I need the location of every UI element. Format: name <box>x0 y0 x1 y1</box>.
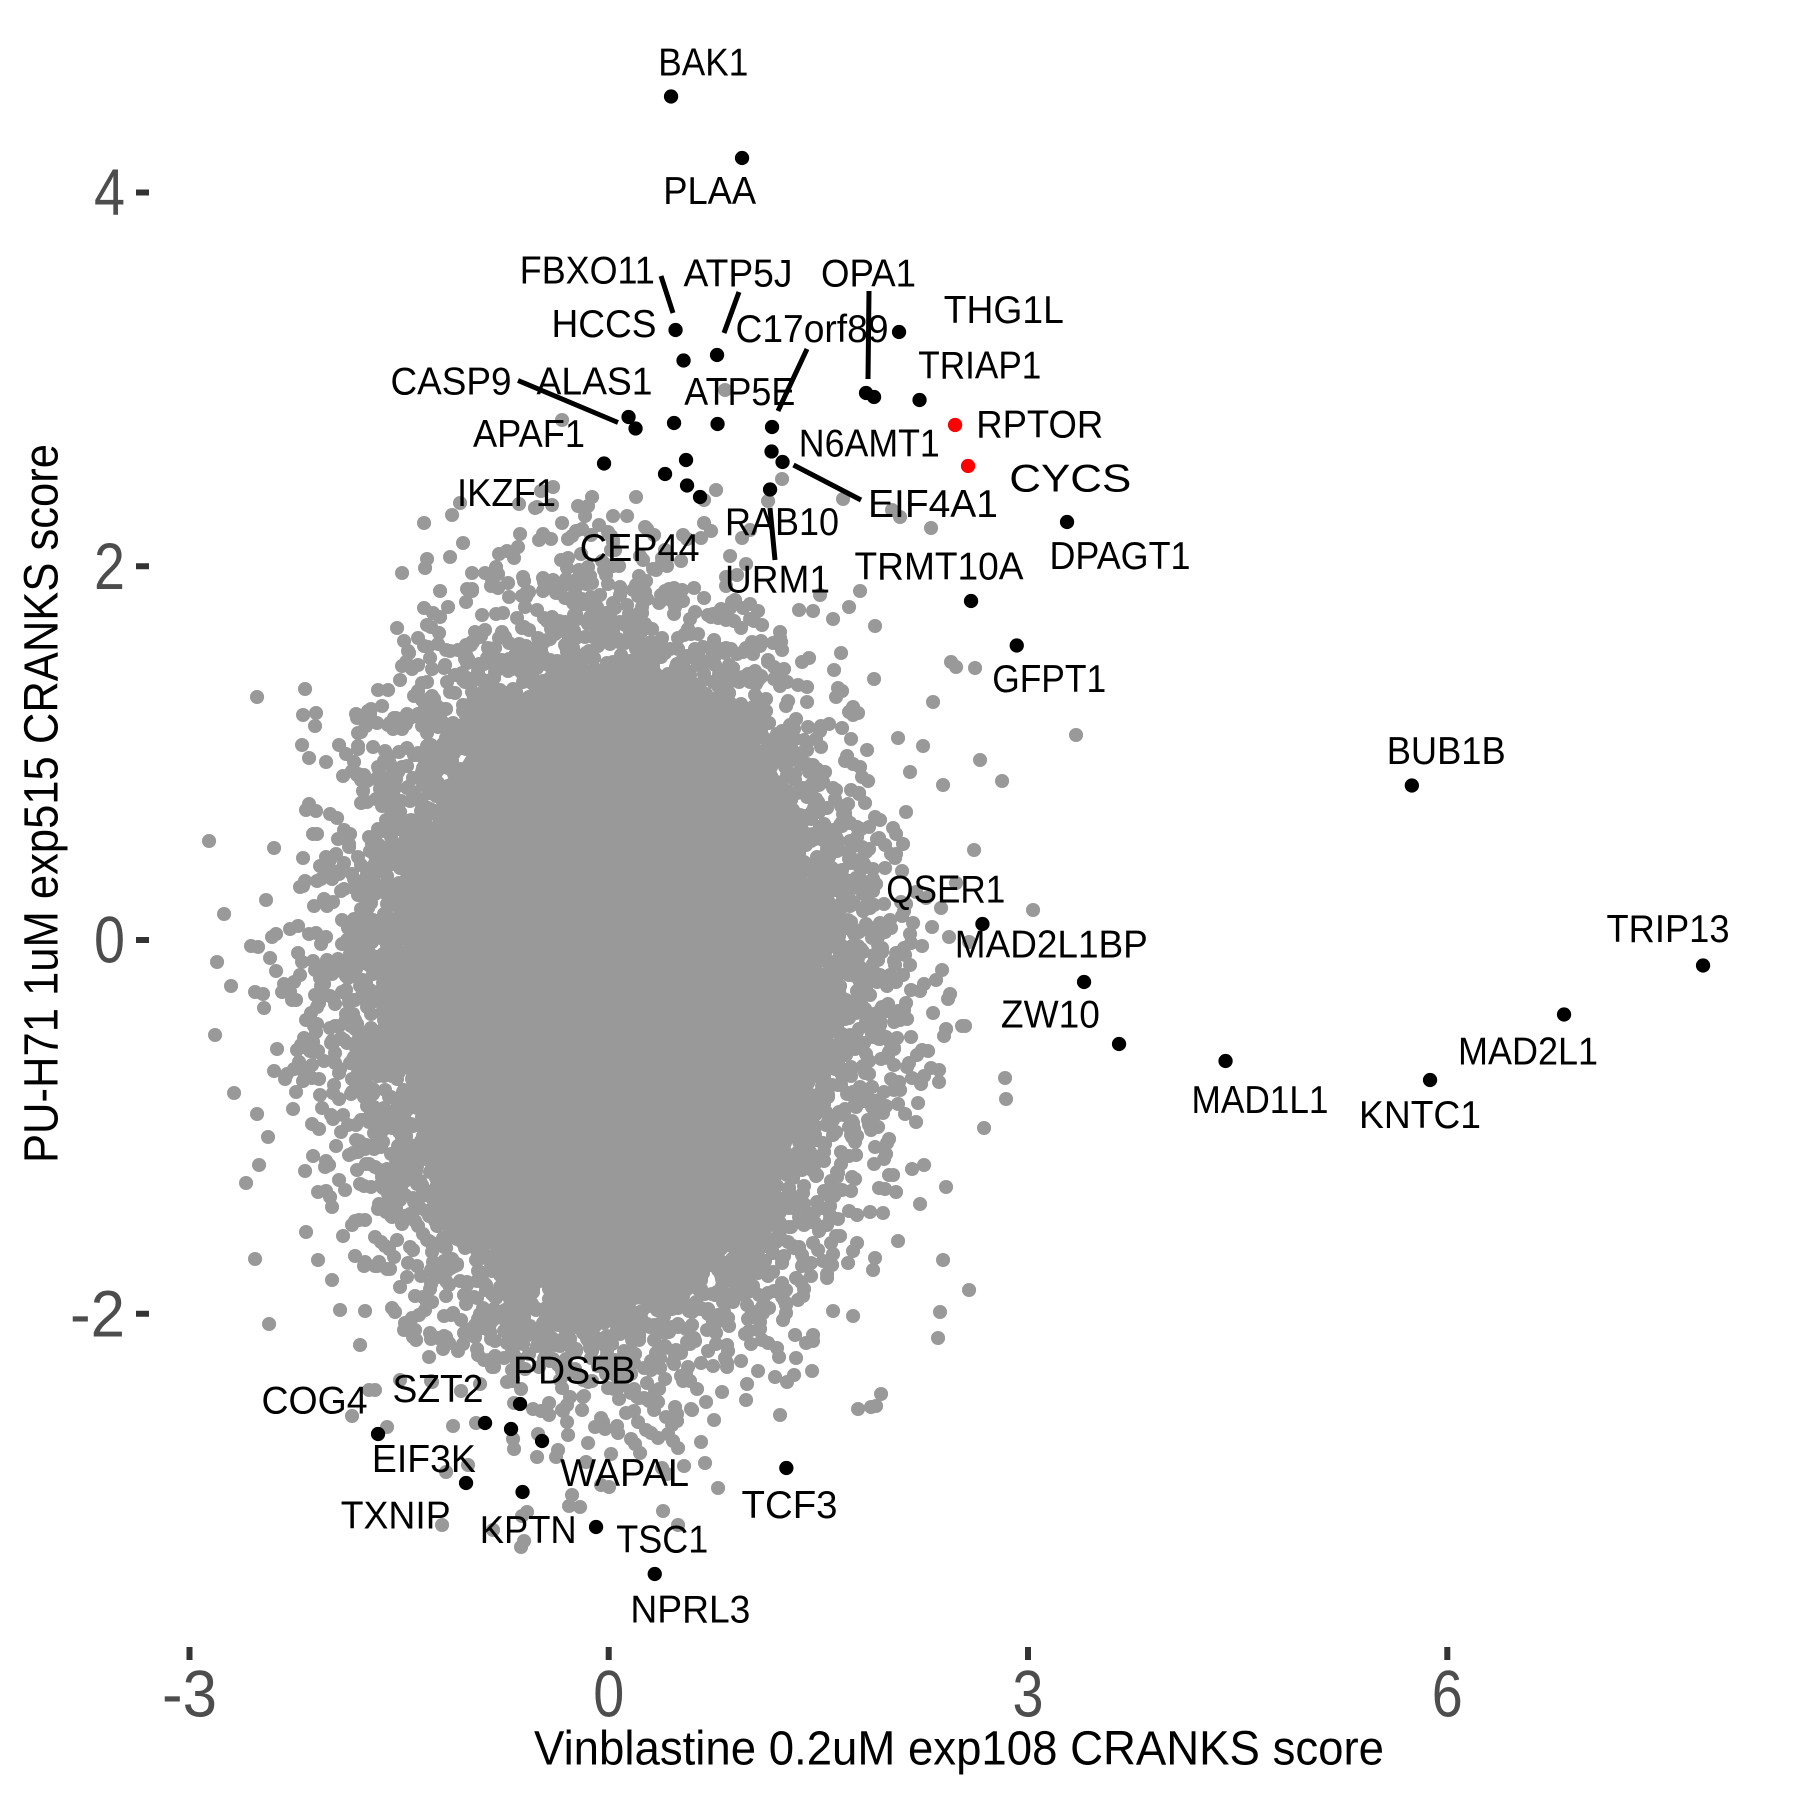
svg-text:MAD2L1BP: MAD2L1BP <box>955 924 1148 967</box>
svg-text:BUB1B: BUB1B <box>1387 730 1506 773</box>
svg-text:EIF4A1: EIF4A1 <box>868 483 998 526</box>
svg-text:2: 2 <box>94 529 125 603</box>
svg-text:TRMT10A: TRMT10A <box>855 546 1024 589</box>
svg-text:ATP5E: ATP5E <box>684 371 795 414</box>
svg-text:IKZF1: IKZF1 <box>457 472 556 515</box>
svg-text:RAB10: RAB10 <box>725 501 839 544</box>
svg-text:PLAA: PLAA <box>663 170 756 213</box>
svg-text:URM1: URM1 <box>725 559 830 602</box>
svg-text:BAK1: BAK1 <box>658 42 748 85</box>
svg-text:TRIAP1: TRIAP1 <box>918 345 1041 388</box>
svg-text:PDS5B: PDS5B <box>513 1349 636 1392</box>
svg-text:TRIP13: TRIP13 <box>1607 908 1730 951</box>
svg-text:TSC1: TSC1 <box>616 1518 708 1561</box>
svg-text:3: 3 <box>1013 1656 1044 1730</box>
svg-text:OPA1: OPA1 <box>821 253 916 296</box>
svg-text:CEP44: CEP44 <box>580 527 700 570</box>
svg-text:CYCS: CYCS <box>1009 458 1131 501</box>
svg-text:NPRL3: NPRL3 <box>630 1589 750 1632</box>
svg-text:MAD2L1: MAD2L1 <box>1458 1031 1598 1074</box>
svg-text:KPTN: KPTN <box>480 1509 577 1552</box>
svg-text:0: 0 <box>94 903 125 977</box>
svg-text:EIF3K: EIF3K <box>372 1438 476 1481</box>
svg-text:PU-H71 1uM exp515 CRANKS score: PU-H71 1uM exp515 CRANKS score <box>16 444 69 1163</box>
svg-text:DPAGT1: DPAGT1 <box>1050 535 1191 578</box>
svg-text:6: 6 <box>1432 1656 1463 1730</box>
svg-text:ZW10: ZW10 <box>1001 994 1100 1037</box>
svg-text:-2: -2 <box>70 1276 125 1350</box>
svg-text:GFPT1: GFPT1 <box>992 658 1106 701</box>
svg-text:KNTC1: KNTC1 <box>1359 1094 1481 1137</box>
svg-text:MAD1L1: MAD1L1 <box>1192 1079 1329 1122</box>
svg-text:N6AMT1: N6AMT1 <box>799 423 940 466</box>
svg-text:THG1L: THG1L <box>944 289 1064 332</box>
svg-text:4: 4 <box>94 155 125 229</box>
svg-text:C17orf89: C17orf89 <box>736 308 889 351</box>
svg-text:ATP5J: ATP5J <box>684 253 793 296</box>
svg-text:SZT2: SZT2 <box>393 1368 484 1411</box>
svg-text:ALAS1: ALAS1 <box>537 361 653 404</box>
svg-text:QSER1: QSER1 <box>886 869 1005 912</box>
svg-text:TCF3: TCF3 <box>742 1484 838 1527</box>
svg-text:CASP9: CASP9 <box>391 361 512 404</box>
svg-text:0: 0 <box>593 1656 624 1730</box>
svg-text:Vinblastine 0.2uM exp108 CRANK: Vinblastine 0.2uM exp108 CRANKS score <box>534 1722 1384 1775</box>
svg-text:APAF1: APAF1 <box>473 413 585 456</box>
svg-text:COG4: COG4 <box>262 1380 368 1423</box>
svg-text:-3: -3 <box>162 1656 217 1730</box>
svg-text:WAPAL: WAPAL <box>560 1452 689 1495</box>
svg-text:RPTOR: RPTOR <box>976 404 1103 447</box>
svg-text:TXNIP: TXNIP <box>341 1495 451 1538</box>
svg-text:FBXO11: FBXO11 <box>520 249 655 292</box>
svg-text:HCCS: HCCS <box>552 303 657 346</box>
